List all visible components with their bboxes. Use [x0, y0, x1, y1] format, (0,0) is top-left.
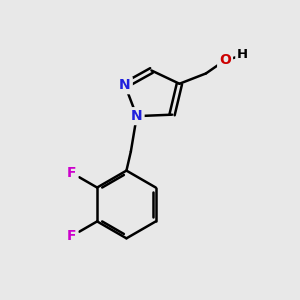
- Text: H: H: [237, 48, 248, 61]
- Text: N: N: [119, 78, 131, 92]
- Text: F: F: [67, 229, 76, 243]
- Text: N: N: [131, 109, 142, 123]
- Text: O: O: [219, 53, 231, 67]
- Text: F: F: [67, 166, 76, 180]
